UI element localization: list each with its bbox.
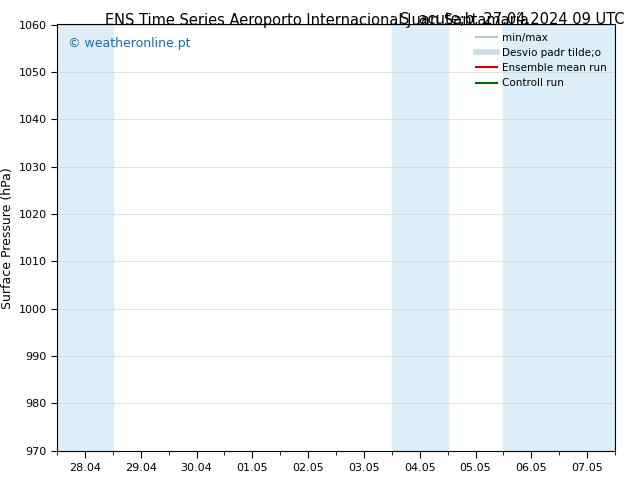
Bar [57,24,113,451]
Y-axis label: Surface Pressure (hPa): Surface Pressure (hPa) [1,167,15,309]
Text: © weatheronline.pt: © weatheronline.pt [68,37,191,50]
Bar [503,24,621,451]
Text: S  acute;b. 27.04.2024 09 UTC: S acute;b. 27.04.2024 09 UTC [400,12,624,27]
Bar [392,24,448,451]
Text: ENS Time Series Aeroporto Internacional Juan Santamaría: ENS Time Series Aeroporto Internacional … [105,12,529,28]
Legend: min/max, Desvio padr tilde;o, Ensemble mean run, Controll run: min/max, Desvio padr tilde;o, Ensemble m… [472,29,611,93]
